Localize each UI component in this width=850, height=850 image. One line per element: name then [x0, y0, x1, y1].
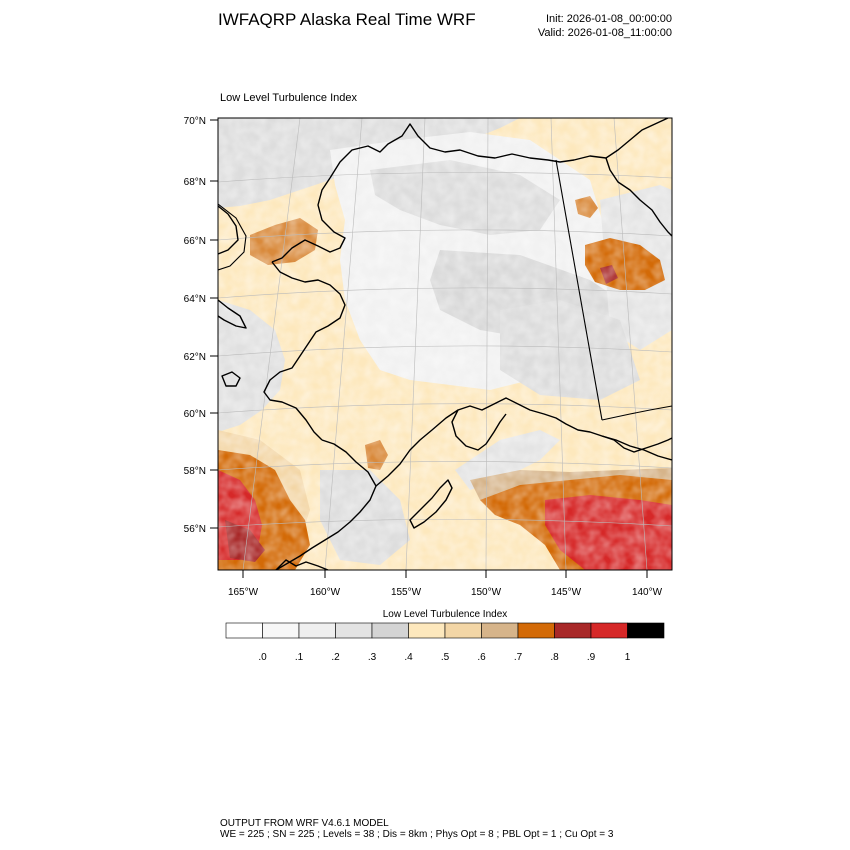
colorbar-label: .7	[514, 652, 523, 663]
coastline-cook-inlet	[451, 409, 507, 451]
field-mottle	[218, 118, 672, 570]
graticule-150w	[485, 118, 489, 570]
lat-label-60n: 60°N	[184, 409, 206, 420]
colorbar-swatch	[444, 622, 482, 639]
colorbar-label: .0	[258, 652, 267, 663]
colorbar-swatch	[371, 622, 409, 639]
coastline-norton	[263, 261, 346, 441]
lon-label-155w: 155°W	[391, 587, 422, 598]
lat-label-66n: 66°N	[184, 236, 206, 247]
coastlines	[218, 118, 672, 570]
colorbar-swatch	[590, 622, 628, 639]
coastline-aleutian	[275, 559, 329, 570]
colorbar-label: .1	[295, 652, 304, 663]
graticule-155w	[405, 118, 426, 570]
footer-model-line: OUTPUT FROM WRF V4.6.1 MODEL	[220, 818, 389, 829]
colorbar-title: Low Level Turbulence Index	[382, 609, 508, 620]
lon-label-140w: 140°W	[632, 587, 663, 598]
lon-label-145w: 145°W	[551, 587, 582, 598]
lat-label-64n: 64°N	[184, 294, 206, 305]
colorbar	[225, 622, 665, 639]
graticule-62n	[218, 345, 672, 357]
coastline-se-panhandle	[601, 435, 672, 453]
colorbar-label: .6	[477, 652, 486, 663]
lon-label-160w: 160°W	[310, 587, 341, 598]
colorbar-label: .5	[441, 652, 450, 663]
graticule-68n	[218, 172, 672, 183]
valid-time: Valid: 2026-01-08_11:00:00	[537, 27, 672, 39]
colorbar-swatch	[554, 622, 592, 639]
graticule-64n	[218, 287, 672, 299]
coastline-bristol	[275, 439, 377, 570]
border-russia	[218, 203, 247, 271]
map-frame	[217, 117, 673, 571]
lon-labels: 165°W 160°W 155°W 150°W 145°W 140°W	[228, 587, 663, 598]
coastline-kotzebue	[271, 177, 346, 263]
coastline-canada-arctic	[605, 157, 672, 237]
main-title: IWFAQRP Alaska Real Time WRF	[218, 10, 476, 29]
lat-label-70n: 70°N	[184, 116, 206, 127]
lon-label-165w: 165°W	[228, 587, 259, 598]
colorbar-label: 1	[625, 652, 631, 663]
graticule-160w	[324, 118, 363, 570]
graticule-60n	[218, 403, 672, 414]
colorbar-swatch	[335, 622, 373, 639]
coastline-alaska-peninsula	[375, 397, 672, 487]
graticule-140w	[613, 118, 648, 570]
colorbar-labels: .0 .1 .2 .3 .4 .5 .6 .7 .8 .9 1	[258, 652, 630, 663]
coastline-seward	[218, 205, 239, 255]
colorbar-swatch	[517, 622, 555, 639]
graticule-66n	[218, 229, 672, 241]
graticule-145w	[550, 118, 567, 570]
coastline-kodiak	[409, 479, 453, 529]
graticule-165w	[242, 118, 301, 570]
borders	[218, 159, 672, 421]
border-alaska-canada	[555, 159, 603, 421]
colorbar-swatch	[481, 622, 519, 639]
lat-label-68n: 68°N	[184, 177, 206, 188]
footer-config-line: WE = 225 ; SN = 225 ; Levels = 38 ; Dis …	[220, 829, 614, 840]
colorbar-swatch	[225, 622, 263, 639]
lat-labels: 70°N 68°N 66°N 64°N 62°N 60°N 58°N 56°N	[184, 116, 206, 535]
colorbar-swatch	[408, 622, 446, 639]
border-se-panhandle	[601, 405, 672, 421]
colorbar-label: .2	[331, 652, 340, 663]
graticule	[218, 118, 672, 570]
lat-label-56n: 56°N	[184, 524, 206, 535]
colorbar-label: .9	[587, 652, 596, 663]
graticule-58n	[218, 461, 672, 471]
coastline-north-slope	[329, 118, 669, 179]
colorbar-swatch	[298, 622, 336, 639]
colorbar-swatch	[262, 622, 300, 639]
init-time: Init: 2026-01-08_00:00:00	[546, 13, 672, 25]
map-panel	[218, 118, 672, 570]
colorbar-swatch	[627, 622, 665, 639]
colorbar-label: .4	[404, 652, 413, 663]
graticule-56n	[218, 518, 672, 528]
coastline-stlawrence	[218, 299, 247, 329]
lon-ticks	[242, 570, 648, 578]
lat-label-58n: 58°N	[184, 466, 206, 477]
lat-label-62n: 62°N	[184, 352, 206, 363]
colorbar-label: .8	[550, 652, 559, 663]
lat-ticks	[210, 119, 218, 529]
coastline-nunivak	[221, 371, 241, 387]
lon-label-150w: 150°W	[471, 587, 502, 598]
map-subtitle: Low Level Turbulence Index	[220, 92, 357, 104]
colorbar-label: .3	[368, 652, 377, 663]
